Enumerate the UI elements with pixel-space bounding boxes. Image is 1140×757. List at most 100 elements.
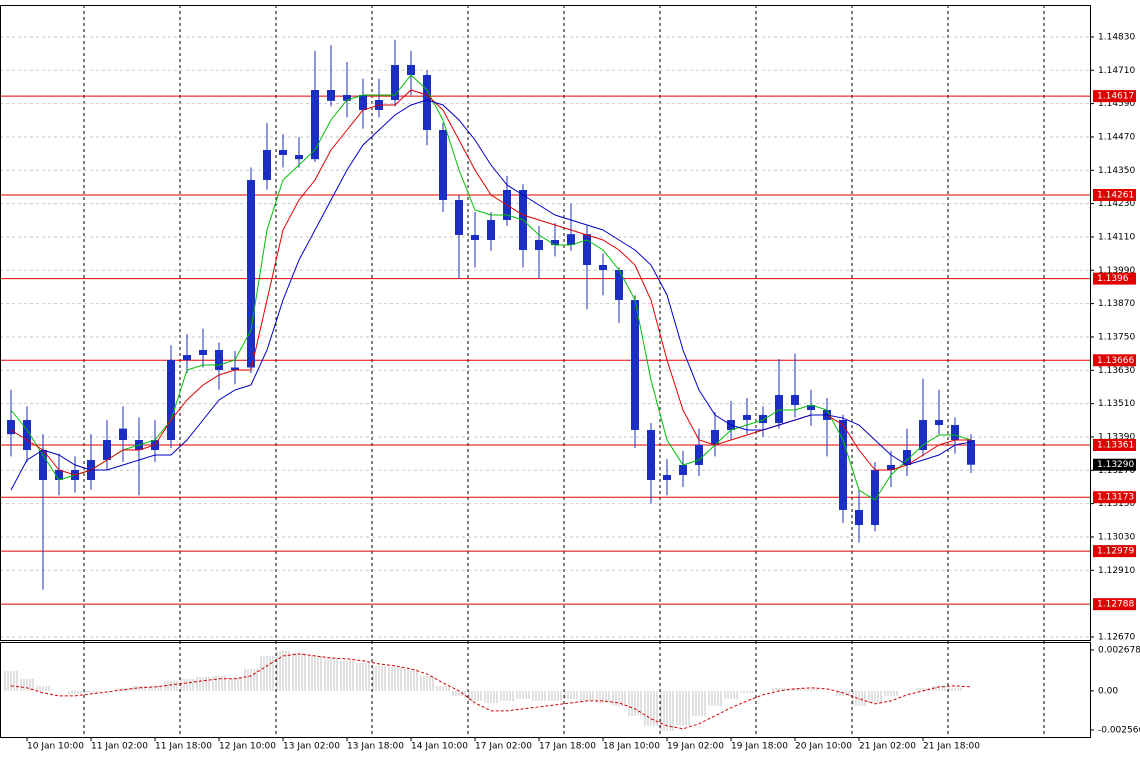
candle-body (551, 240, 559, 245)
candle-body (455, 200, 463, 235)
y-tick-label: 1.14470 (1098, 132, 1135, 142)
candle-body (903, 450, 911, 465)
level-tag (1093, 545, 1136, 558)
candle-body (327, 90, 335, 101)
last-price-label: 1.13290 (1097, 460, 1134, 470)
candle-body (359, 95, 367, 110)
y-tick-label: 1.12670 (1098, 632, 1135, 642)
y-tick-label: 1.14710 (1098, 66, 1135, 76)
y-tick-label: 1.13390 (1098, 432, 1135, 442)
y-tick-label: 1.13030 (1098, 532, 1135, 542)
x-tick-label: 10 Jan 10:00 (27, 742, 84, 752)
level-label: 1.13666 (1097, 356, 1134, 366)
candle-body (119, 428, 127, 440)
y-tick-label: 1.12910 (1098, 566, 1135, 576)
candle-body (807, 405, 815, 410)
candle-body (935, 420, 943, 425)
y-tick-label: 1.13270 (1098, 466, 1135, 476)
candle-body (775, 395, 783, 424)
candle-body (599, 265, 607, 270)
candle-body (919, 420, 927, 450)
level-tag (1093, 90, 1136, 103)
candle-body (439, 130, 447, 200)
candle-body (279, 150, 287, 155)
level-label: 1.13173 (1097, 493, 1134, 503)
level-label: 1.14261 (1097, 191, 1134, 201)
candle-body (871, 470, 879, 525)
level-tag (1093, 272, 1136, 285)
candle-body (535, 240, 543, 250)
candle-body (967, 440, 975, 465)
y-tick-label: 0.00 (1098, 686, 1118, 696)
level-label: 1.1396 (1097, 274, 1129, 284)
x-tick-label: 12 Jan 10:00 (219, 742, 276, 752)
x-tick-label: 13 Jan 18:00 (347, 742, 404, 752)
candle-body (55, 470, 63, 480)
level-label: 1.13361 (1097, 441, 1134, 451)
last-price-tag (1093, 458, 1136, 471)
x-tick-label: 11 Jan 18:00 (155, 742, 212, 752)
candle-body (295, 155, 303, 160)
y-tick-label: 1.13870 (1098, 299, 1135, 309)
indicator-frame (0, 642, 1091, 738)
level-label: 1.12979 (1097, 547, 1134, 557)
x-tick-label: 21 Jan 02:00 (859, 742, 916, 752)
x-tick-label: 17 Jan 02:00 (475, 742, 532, 752)
candle-body (647, 430, 655, 480)
candle-body (103, 440, 111, 460)
candle-body (263, 150, 271, 180)
level-tag (1093, 354, 1136, 367)
candle-body (407, 65, 415, 75)
x-tick-label: 21 Jan 18:00 (923, 742, 980, 752)
candle-body (391, 65, 399, 100)
y-tick-label: 1.14350 (1098, 166, 1135, 176)
candle-body (7, 420, 15, 435)
y-tick-label: 0.002678 (1098, 646, 1140, 656)
candle-body (695, 445, 703, 465)
candle-body (199, 350, 207, 355)
candle-body (183, 355, 191, 360)
candle-body (583, 234, 591, 265)
x-tick-label: 11 Jan 02:00 (91, 742, 148, 752)
x-tick-label: 17 Jan 18:00 (539, 742, 596, 752)
x-tick-label: 14 Jan 10:00 (411, 742, 468, 752)
level-label: 1.14617 (1097, 92, 1134, 102)
candle-body (23, 420, 31, 450)
candle-body (247, 180, 255, 368)
candle-body (631, 300, 639, 430)
y-tick-label: -0.002566 (1098, 725, 1140, 735)
candle-body (615, 270, 623, 300)
price-frame (0, 5, 1091, 641)
candle-body (791, 395, 799, 405)
level-tag (1093, 439, 1136, 451)
x-tick-label: 19 Jan 18:00 (731, 742, 788, 752)
candle-body (839, 420, 847, 510)
y-tick-label: 1.14590 (1098, 99, 1135, 109)
candle-body (567, 234, 575, 245)
candle-body (951, 425, 959, 440)
level-tag (1093, 491, 1136, 504)
candle-body (711, 430, 719, 445)
y-tick-label: 1.13630 (1098, 366, 1135, 376)
candle-body (39, 450, 47, 480)
candle-body (167, 360, 175, 440)
candle-body (231, 367, 239, 370)
x-tick-label: 19 Jan 02:00 (667, 742, 724, 752)
candle-body (679, 465, 687, 475)
signal-line (10, 653, 972, 730)
candle-body (215, 350, 223, 370)
y-tick-label: 1.13750 (1098, 332, 1135, 342)
x-tick-label: 20 Jan 10:00 (795, 742, 852, 752)
candle-body (487, 220, 495, 240)
y-tick-label: 1.14230 (1098, 199, 1135, 209)
candle-body (743, 415, 751, 420)
candle-body (759, 415, 767, 424)
moving-average (10, 99, 972, 491)
level-tag (1093, 189, 1136, 201)
candle-body (343, 95, 351, 101)
level-label: 1.12788 (1097, 600, 1134, 610)
y-tick-label: 1.13990 (1098, 266, 1135, 276)
candle-body (887, 465, 895, 470)
